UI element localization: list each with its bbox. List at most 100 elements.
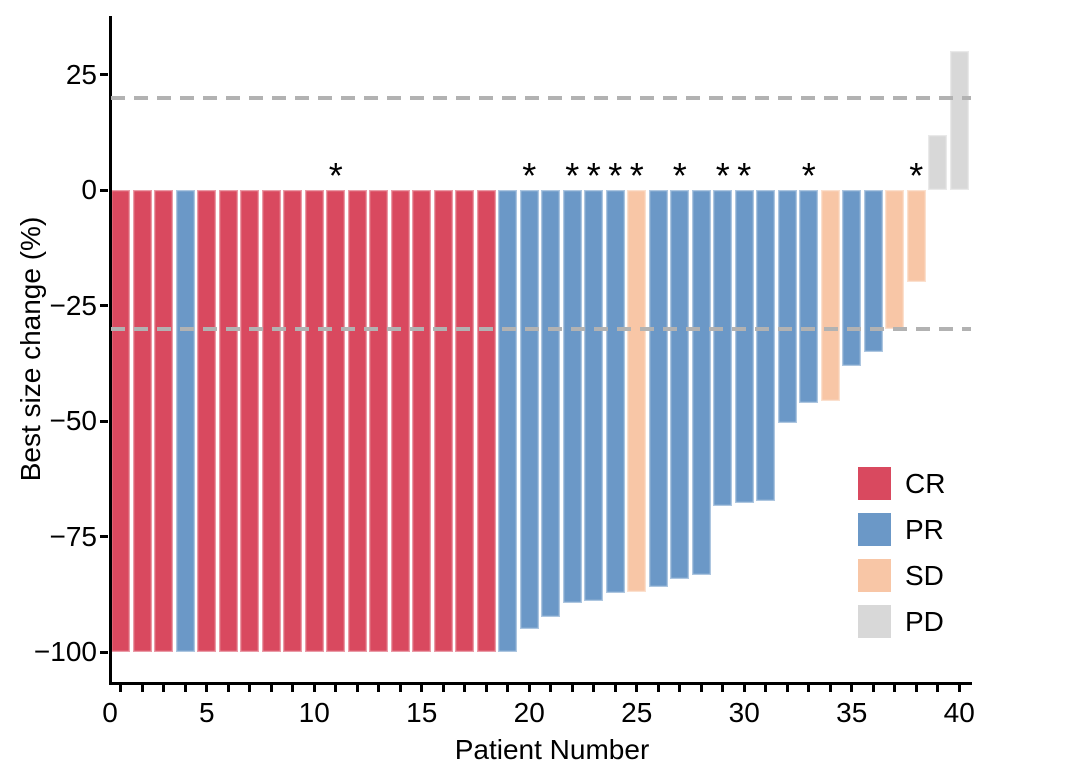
bar-patient-1: [111, 190, 131, 652]
y-tick-label-−100: −100: [33, 636, 97, 667]
bar-patient-24: [605, 190, 625, 594]
x-minor-tick-27: [678, 684, 682, 692]
bar-patient-19: [498, 190, 518, 652]
bar-patient-37: [885, 190, 905, 329]
legend-swatch-cr: [858, 467, 891, 500]
x-tick-label-35: 35: [836, 697, 868, 728]
x-minor-tick-36: [871, 684, 875, 692]
asterisk-patient-11: *: [328, 155, 343, 196]
x-minor-tick-39: [936, 684, 940, 692]
x-minor-tick-7: [248, 684, 252, 692]
bar-patient-3: [154, 190, 174, 652]
asterisk-patient-29: *: [715, 155, 730, 196]
asterisk-patient-24: *: [608, 155, 623, 196]
x-minor-tick-3: [162, 684, 166, 692]
y-axis-line: [108, 16, 112, 684]
bar-patient-31: [756, 190, 776, 501]
bar-patient-2: [132, 190, 152, 652]
legend-item-sd: SD: [858, 559, 945, 592]
bar-patient-39: [928, 134, 948, 190]
legend-item-pd: PD: [858, 605, 945, 638]
legend-swatch-pr: [858, 513, 891, 546]
bar-patient-22: [562, 190, 582, 604]
reference-line-20: [111, 95, 971, 100]
x-tick-label-25: 25: [621, 697, 653, 728]
x-minor-tick-32: [785, 684, 789, 692]
bar-patient-9: [283, 190, 303, 652]
x-minor-tick-16: [441, 684, 445, 692]
reference-line--30: [111, 326, 971, 331]
x-minor-tick-24: [613, 684, 617, 692]
y-axis-title: Best size change (%): [15, 216, 46, 482]
asterisk-patient-27: *: [672, 155, 687, 196]
bar-patient-34: [820, 190, 840, 402]
y-tick-label-−25: −25: [49, 289, 98, 321]
bar-patient-28: [691, 190, 711, 575]
bar-patient-13: [369, 190, 389, 652]
bar-patient-40: [949, 51, 969, 190]
legend-label-pr: PR: [905, 514, 944, 545]
bar-patient-17: [455, 190, 475, 652]
asterisk-patient-33: *: [801, 155, 816, 196]
x-minor-tick-17: [463, 684, 467, 692]
legend-swatch-pd: [858, 605, 891, 638]
asterisk-patient-23: *: [586, 155, 601, 196]
x-minor-tick-13: [377, 684, 381, 692]
bar-patient-6: [218, 190, 238, 652]
y-tick-−75: [100, 535, 108, 538]
x-tick-label-20: 20: [513, 697, 545, 728]
x-tick-label-10: 10: [298, 697, 330, 728]
x-minor-tick-14: [398, 684, 402, 692]
asterisk-patient-38: *: [909, 155, 924, 196]
y-tick-label-−75: −75: [49, 520, 98, 552]
legend-label-pd: PD: [905, 606, 944, 637]
x-minor-tick-11: [334, 684, 338, 692]
x-minor-tick-23: [592, 684, 596, 692]
bar-patient-10: [304, 190, 324, 652]
legend-swatch-sd: [858, 559, 891, 592]
bar-patient-33: [799, 190, 819, 403]
bar-patient-14: [390, 190, 410, 652]
bar-patient-8: [261, 190, 281, 652]
y-tick-25: [100, 73, 108, 76]
asterisk-patient-20: *: [522, 155, 537, 196]
bar-patient-18: [476, 190, 496, 652]
y-tick-−50: [100, 419, 108, 423]
bar-patient-32: [777, 190, 797, 424]
bar-patient-35: [842, 190, 862, 366]
x-minor-tick-26: [656, 684, 660, 692]
x-minor-tick-15: [420, 684, 424, 692]
bar-patient-21: [541, 190, 561, 618]
x-tick-label-5: 5: [198, 697, 215, 728]
bar-patient-36: [863, 190, 883, 352]
bar-patient-7: [240, 190, 260, 652]
x-minor-tick-35: [850, 684, 854, 692]
x-minor-tick-1: [119, 684, 123, 692]
legend-item-cr: CR: [858, 467, 945, 500]
y-tick-−25: [100, 304, 108, 307]
legend-label-cr: CR: [905, 468, 946, 499]
y-tick-label-0: 0: [81, 174, 97, 205]
bar-patient-29: [713, 190, 733, 507]
x-minor-tick-21: [549, 684, 553, 692]
bar-patient-25: [627, 190, 647, 592]
x-minor-tick-6: [226, 684, 230, 692]
bar-patient-5: [197, 190, 217, 652]
x-minor-tick-5: [205, 684, 209, 692]
y-tick-−100: [100, 650, 108, 654]
x-minor-tick-33: [807, 684, 811, 692]
x-minor-tick-4: [183, 684, 187, 692]
bar-patient-4: [175, 190, 195, 652]
x-tick-label-0: 0: [102, 697, 118, 728]
x-minor-tick-29: [721, 684, 725, 692]
asterisk-patient-25: *: [629, 155, 644, 196]
x-minor-tick-2: [140, 684, 144, 692]
x-minor-tick-37: [893, 684, 897, 692]
bar-patient-15: [412, 190, 432, 652]
bar-patient-16: [433, 190, 453, 652]
x-minor-tick-20: [527, 684, 531, 692]
x-minor-tick-22: [570, 684, 574, 692]
x-tick-label-15: 15: [406, 697, 438, 728]
y-tick-label-25: 25: [65, 58, 97, 90]
